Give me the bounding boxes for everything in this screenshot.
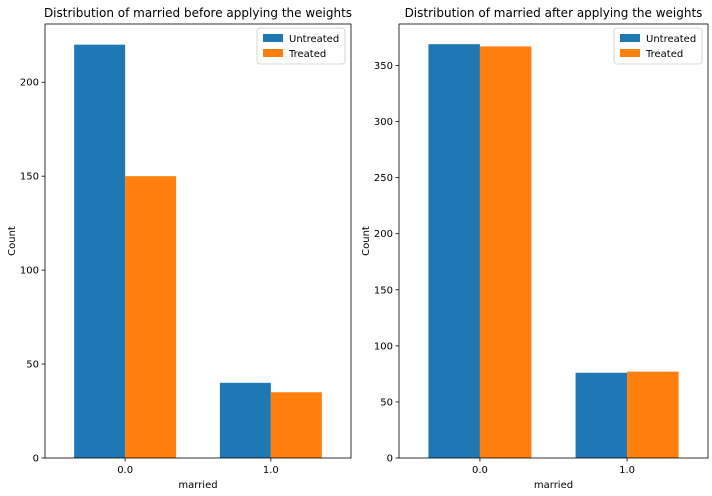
legend-swatch-untreated <box>263 34 283 42</box>
x-tick-label: 1.0 <box>263 465 279 476</box>
bar-treated-1.0 <box>270 392 322 458</box>
legend-label-treated: Treated <box>645 49 683 60</box>
axes-frame <box>44 23 352 459</box>
bar-untreated-0.0 <box>74 44 126 459</box>
x-tick-label: 0.0 <box>117 465 133 476</box>
legend-swatch-treated <box>263 49 283 57</box>
y-tick-label: 0 <box>387 454 393 465</box>
legend-label-untreated: Untreated <box>646 34 696 45</box>
bar-treated-0.0 <box>125 176 177 458</box>
legend-swatch-untreated <box>620 34 640 42</box>
y-tick-label: 150 <box>20 172 39 183</box>
y-tick-label: 350 <box>374 61 393 72</box>
y-tick-label: 0 <box>33 454 39 465</box>
y-tick-label: 200 <box>374 229 393 240</box>
bar-treated-1.0 <box>627 371 679 458</box>
chart-before-weights: 0 50 100 150 200 0.0 1.0 married Count Distributi… <box>7 6 352 491</box>
bar-untreated-1.0 <box>219 382 271 458</box>
chart-title: Distribution of married before applying … <box>44 6 352 20</box>
axes-frame <box>398 23 709 459</box>
bar-treated-0.0 <box>479 46 532 458</box>
y-tick-label: 200 <box>20 78 39 89</box>
y-tick-label: 300 <box>374 117 393 128</box>
legend: Untreated Treated <box>256 27 346 65</box>
y-tick-label: 50 <box>380 397 393 408</box>
chart-title: Distribution of married after applying t… <box>405 6 703 20</box>
y-tick-label: 150 <box>374 285 393 296</box>
bar-untreated-1.0 <box>575 372 628 458</box>
y-tick-label: 100 <box>374 341 393 352</box>
bar-untreated-0.0 <box>428 44 480 459</box>
y-tick-label: 250 <box>374 173 393 184</box>
x-axis-label: married <box>178 480 217 491</box>
y-tick-label: 50 <box>26 360 39 371</box>
legend-label-untreated: Untreated <box>289 34 339 45</box>
y-axis-label: Count <box>7 226 18 256</box>
x-tick-label: 1.0 <box>619 465 635 476</box>
y-tick-label: 100 <box>20 266 39 277</box>
legend-swatch-treated <box>620 49 640 57</box>
y-axis-label: Count <box>361 226 372 256</box>
legend-label-treated: Treated <box>288 49 326 60</box>
x-tick-label: 0.0 <box>472 465 488 476</box>
x-axis-label: married <box>534 480 573 491</box>
legend: Untreated Treated <box>613 27 703 65</box>
chart-after-weights: 0 50 100 150 200 250 300 350 0.0 1.0 married Count D… <box>361 6 709 491</box>
